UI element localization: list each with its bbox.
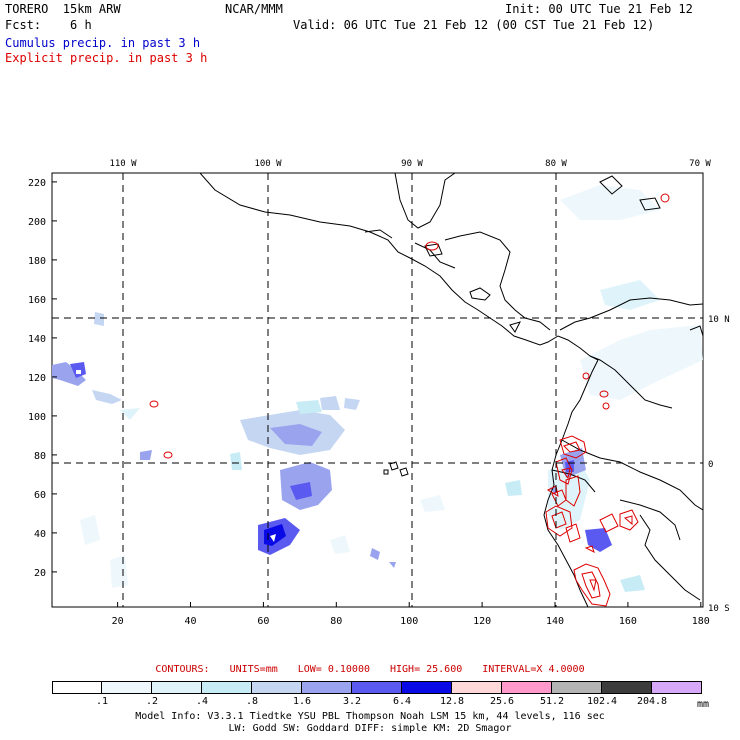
colorbar-level-label: 3.2	[342, 696, 362, 707]
colorbar-swatch	[302, 681, 352, 694]
axis-ticks	[52, 181, 702, 607]
colorbar-unit: mm	[697, 699, 710, 710]
y-tick-label: 80	[34, 451, 46, 462]
longitude-label: 70 W	[689, 159, 711, 169]
coastlines	[199, 173, 703, 607]
explicit-legend: Explicit precip. in past 3 h	[5, 51, 208, 65]
y-tick-label: 160	[28, 295, 46, 306]
org-label: NCAR/MMM	[225, 2, 283, 16]
model-info-line1: Model Info: V3.3.1 Tiedtke YSU PBL Thomp…	[135, 711, 605, 722]
y-tick-label: 220	[28, 178, 46, 189]
y-tick-label: 180	[28, 256, 46, 267]
cumulus-precip-shading	[52, 185, 703, 592]
colorbar-level-label: .2	[145, 696, 159, 707]
colorbar-level-label: .4	[195, 696, 209, 707]
colorbar-swatch	[652, 681, 702, 694]
colorbar-level-label: 12.8	[439, 696, 465, 707]
latitude-label: 10 S	[708, 604, 730, 614]
precip-map: 2040608010012014016018020022024026028030…	[28, 159, 730, 627]
x-axis-labels: 2040608010012014016018020022024026028030…	[112, 616, 710, 627]
x-tick-label: 120	[473, 616, 491, 627]
latlon-grid	[52, 173, 703, 607]
colorbar-level-label: .8	[245, 696, 259, 707]
longitude-label: 80 W	[545, 159, 567, 169]
x-tick-label: 20	[112, 616, 124, 627]
colorbar-level-label: 6.4	[392, 696, 412, 707]
cumulus-legend: Cumulus precip. in past 3 h	[5, 36, 201, 50]
colorbar-swatch	[502, 681, 552, 694]
x-tick-label: 60	[257, 616, 269, 627]
colorbar-swatch	[602, 681, 652, 694]
colorbar-swatch	[402, 681, 452, 694]
model-title: TORERO 15km ARW	[5, 2, 121, 16]
colorbar	[52, 681, 702, 694]
x-tick-label: 140	[546, 616, 564, 627]
contour-high: HIGH= 25.600	[390, 664, 463, 675]
colorbar-level-label: .1	[95, 696, 109, 707]
x-tick-label: 100	[400, 616, 418, 627]
x-tick-label: 160	[619, 616, 637, 627]
init-time: Init: 00 UTC Tue 21 Feb 12	[505, 2, 693, 16]
colorbar-swatch	[252, 681, 302, 694]
colorbar-swatch	[52, 681, 102, 694]
colorbar-swatch	[552, 681, 602, 694]
contour-low: LOW= 0.10000	[297, 664, 370, 675]
y-tick-label: 20	[34, 568, 46, 579]
contour-units: UNITS=mm	[229, 664, 278, 675]
valid-time: Valid: 06 UTC Tue 21 Feb 12 (00 CST Tue …	[293, 18, 655, 32]
x-tick-label: 40	[184, 616, 196, 627]
y-tick-label: 120	[28, 373, 46, 384]
y-tick-label: 100	[28, 412, 46, 423]
contour-label: CONTOURS:	[155, 664, 210, 675]
colorbar-swatch	[352, 681, 402, 694]
y-tick-label: 60	[34, 490, 46, 501]
latitude-labels: 10 N 0 10 S	[708, 315, 730, 614]
y-tick-label: 140	[28, 334, 46, 345]
latitude-label: 0	[708, 460, 713, 470]
colorbar-swatch	[102, 681, 152, 694]
colorbar-swatch	[152, 681, 202, 694]
colorbar-level-label: 25.6	[489, 696, 515, 707]
longitude-labels: 110 W 100 W 90 W 80 W 70 W	[109, 159, 711, 169]
y-tick-label: 40	[34, 529, 46, 540]
forecast-hour: Fcst: 6 h	[5, 18, 92, 32]
colorbar-level-label: 51.2	[539, 696, 565, 707]
x-tick-label: 180	[692, 616, 710, 627]
contour-interval: INTERVAL=X 4.0000	[482, 664, 585, 675]
explicit-precip-contours	[149, 193, 670, 607]
y-tick-label: 200	[28, 217, 46, 228]
contour-info: CONTOURS: UNITS=mm LOW= 0.10000 HIGH= 25.60…	[0, 664, 740, 675]
colorbar-level-label: 102.4	[586, 696, 618, 707]
latitude-label: 10 N	[708, 315, 730, 325]
colorbar-swatch	[202, 681, 252, 694]
y-axis-labels: 220 200 180 160 140 120 100 80 60 40 20	[28, 178, 46, 579]
longitude-label: 100 W	[254, 159, 282, 169]
colorbar-swatch	[452, 681, 502, 694]
longitude-label: 90 W	[401, 159, 423, 169]
x-tick-label: 80	[330, 616, 342, 627]
model-info-line2: LW: Godd SW: Goddard DIFF: simple KM: 2D…	[228, 723, 512, 734]
colorbar-level-label: 1.6	[292, 696, 312, 707]
longitude-label: 110 W	[109, 159, 137, 169]
colorbar-level-label: 204.8	[636, 696, 668, 707]
